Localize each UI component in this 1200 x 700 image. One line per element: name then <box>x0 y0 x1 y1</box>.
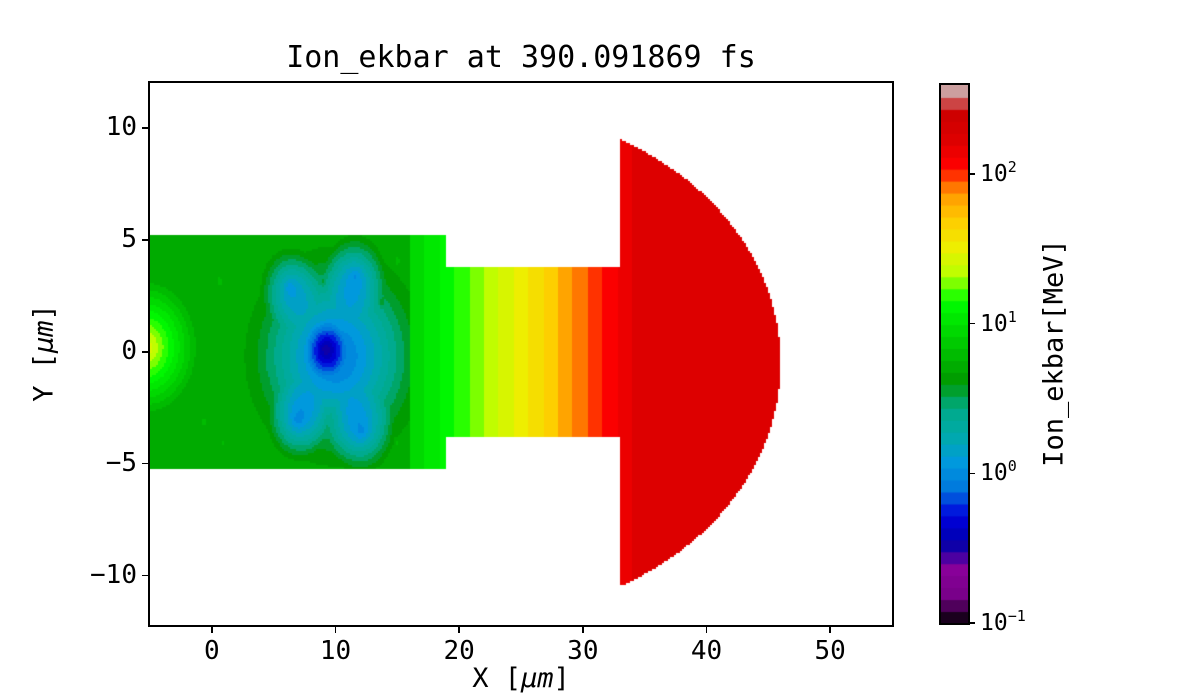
x-tick-label: 20 <box>443 636 475 666</box>
x-tick-label: 50 <box>814 636 846 666</box>
x-axis-label-unit: μm <box>521 663 554 694</box>
x-tick-mark <box>334 626 337 633</box>
colorbar-tick-label: 10−1 <box>980 607 1026 636</box>
colorbar-tick-exponent: 0 <box>1007 457 1017 476</box>
plot-title: Ion_ekbar at 390.091869 fs <box>286 40 756 75</box>
x-tick-mark <box>582 626 584 633</box>
y-tick-mark <box>142 351 149 353</box>
colorbar-canvas <box>941 85 968 623</box>
colorbar-tick-base: 10 <box>980 310 1008 337</box>
colorbar-tick-exponent: −1 <box>1007 607 1026 626</box>
x-tick-mark <box>705 626 708 633</box>
colorbar-tick-exponent: 2 <box>1007 158 1017 177</box>
colorbar-tick-base: 10 <box>980 609 1008 636</box>
x-tick-label: 30 <box>567 636 599 666</box>
colorbar-tick-mark <box>969 322 975 325</box>
colorbar-tick-base: 10 <box>980 460 1008 487</box>
colorbar-tick-mark <box>969 472 975 474</box>
y-tick-label: 5 <box>121 223 137 254</box>
x-tick-mark <box>458 626 460 633</box>
colorbar-tick-label: 100 <box>980 457 1017 486</box>
colorbar-tick-exponent: 1 <box>1007 307 1017 326</box>
y-tick-label: −10 <box>90 559 137 590</box>
x-axis-label-pre: X [ <box>472 663 521 694</box>
x-tick-mark <box>211 626 213 633</box>
y-tick-label: −5 <box>105 447 137 478</box>
y-tick-mark <box>142 462 149 465</box>
heatmap-canvas <box>150 83 892 625</box>
y-tick-label: 10 <box>105 111 137 142</box>
x-tick-label: 40 <box>690 636 723 666</box>
x-tick-label: 0 <box>204 636 220 666</box>
y-tick-label: 0 <box>121 335 137 366</box>
y-tick-mark <box>142 239 149 241</box>
colorbar-tick-base: 10 <box>980 160 1008 187</box>
colorbar-tick-mark <box>969 622 975 624</box>
y-axis-label-post: ] <box>28 304 60 321</box>
colorbar-label: Ion_ekbar[MeV] <box>1038 239 1070 467</box>
colorbar-tick-label: 101 <box>980 308 1017 337</box>
colorbar-tick-label: 102 <box>980 158 1017 187</box>
colorbar-tick-mark <box>969 173 975 175</box>
x-axis-label-post: ] <box>553 663 570 694</box>
y-tick-mark <box>142 127 149 129</box>
x-tick-label: 10 <box>319 636 352 666</box>
x-axis-label: X [μm] <box>150 663 892 694</box>
y-tick-mark <box>142 574 149 577</box>
x-tick-mark <box>829 626 831 633</box>
